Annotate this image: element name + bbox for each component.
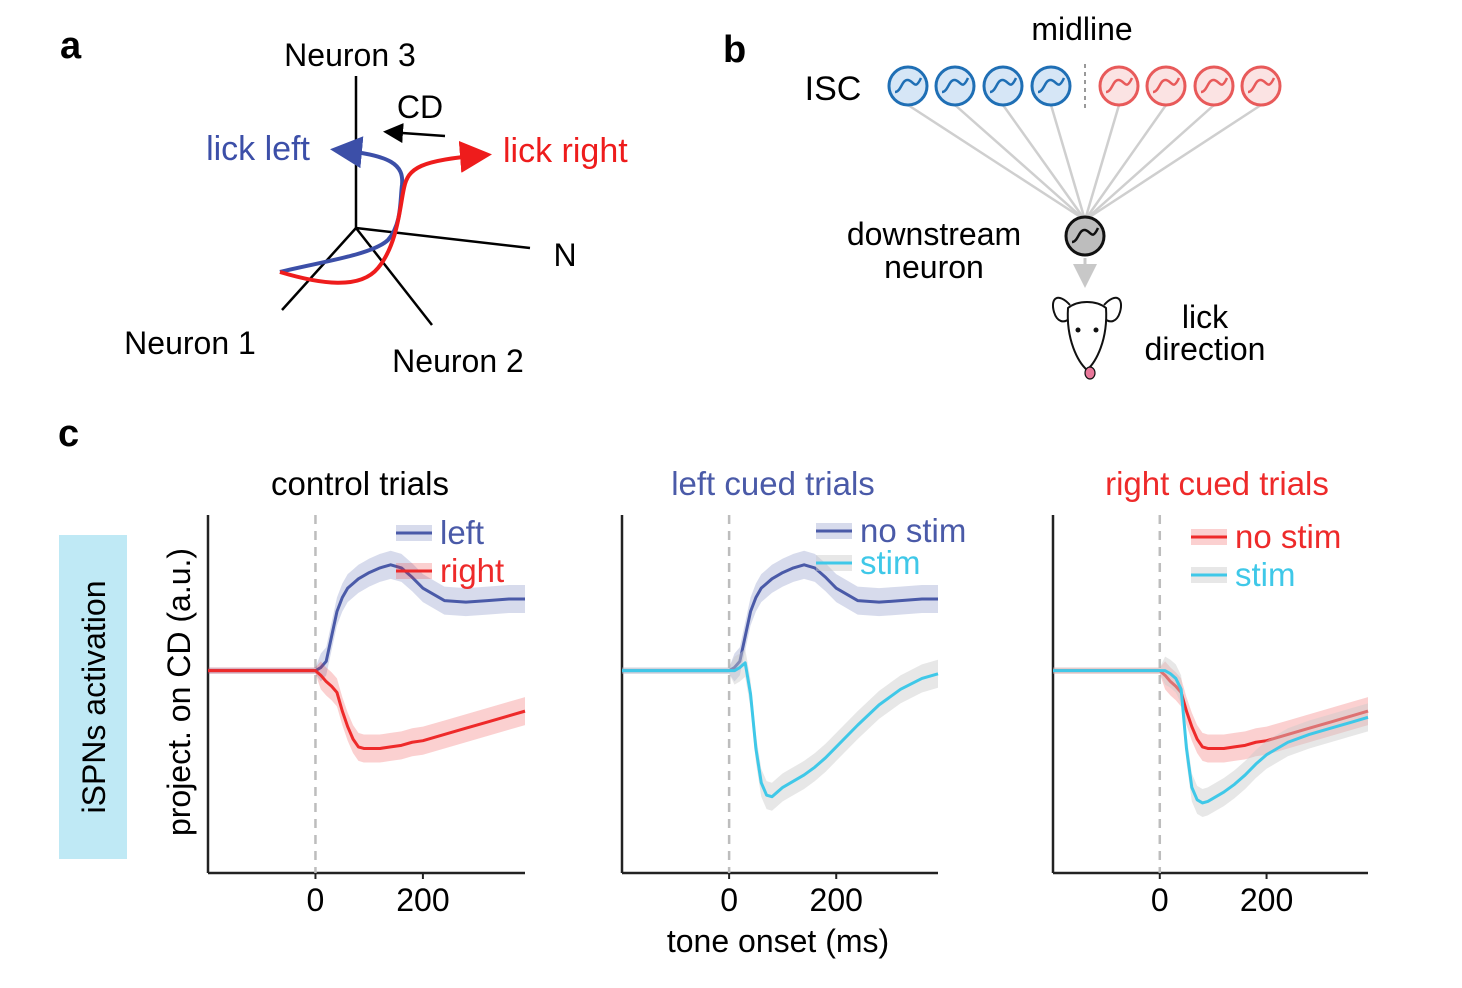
x-tick-label: 200 <box>396 882 449 918</box>
isc-label: ISC <box>805 70 862 108</box>
unit-activation-curve <box>1105 77 1134 94</box>
panel-b-label: b <box>723 29 746 71</box>
neuron1-axis <box>281 227 357 311</box>
x-tick-label: 200 <box>1240 882 1293 918</box>
neuron2-axis <box>355 227 433 326</box>
lick-right-trajectory <box>279 140 492 285</box>
panel-c-label: c <box>58 413 79 455</box>
unit-activation-curve <box>1152 77 1181 94</box>
chart-title: control trials <box>271 465 449 502</box>
x-tick-label: 0 <box>307 882 325 918</box>
unit-activation-curve <box>941 77 970 94</box>
connection-line <box>1083 104 1168 221</box>
unit-activation-curve <box>989 77 1018 94</box>
right-isc-unit <box>1240 65 1282 107</box>
n-label: N <box>553 237 576 273</box>
connections <box>907 103 1262 222</box>
connection-line <box>1083 104 1121 221</box>
neuron1-label: Neuron 1 <box>124 325 256 361</box>
series-sem-band <box>622 550 938 682</box>
connection-line <box>1049 104 1087 221</box>
right-isc-unit <box>1145 65 1187 107</box>
connection-line <box>1001 104 1087 221</box>
cd-label: CD <box>397 89 443 125</box>
mouse-icon <box>1052 296 1122 380</box>
connection-line <box>907 103 1086 222</box>
series-sem-band <box>1053 661 1368 763</box>
downstream-label-1: downstream <box>847 216 1021 252</box>
lick-right-label: lick right <box>503 132 628 170</box>
x-tick-label: 0 <box>1151 882 1169 918</box>
series-sem-band <box>622 648 938 811</box>
series-line <box>1053 669 1369 805</box>
ispns-activation-label: iSPNs activation <box>76 581 112 814</box>
lick-left-trajectory <box>279 136 405 274</box>
legend-label: left <box>440 514 484 551</box>
y-axis-label: project. on CD (a.u.) <box>161 548 197 836</box>
connection-line <box>1084 103 1262 222</box>
series-sem-band <box>208 550 525 682</box>
connection-line <box>954 104 1086 221</box>
neuron3-label: Neuron 3 <box>284 37 416 73</box>
cd-arrow <box>383 123 446 144</box>
right-isc-unit <box>1098 65 1140 107</box>
downstream-neuron-curve <box>1071 227 1100 244</box>
lick-direction-label-2: direction <box>1145 331 1266 367</box>
neuron2-label: Neuron 2 <box>392 343 524 379</box>
series-line <box>208 669 526 750</box>
unit-activation-curve <box>1247 77 1276 94</box>
unit-activation-curve <box>894 77 923 94</box>
ispns-activation-box <box>59 535 127 859</box>
series-line <box>622 661 939 799</box>
series-sem-band <box>208 661 525 763</box>
panel-c: c iSPNs activation project. on CD (a.u.)… <box>58 413 1369 959</box>
panel-a: a Neuron 3 CD lick left lick right N Neu… <box>60 25 628 379</box>
chart-title: left cued trials <box>671 465 875 502</box>
lick-direction-label-1: lick <box>1182 299 1229 335</box>
legend-label: right <box>440 552 504 589</box>
legend-label: stim <box>1235 556 1296 593</box>
x-axis-label: tone onset (ms) <box>667 923 889 959</box>
right-isc-unit <box>1193 65 1235 107</box>
lick-left-label: lick left <box>206 130 310 168</box>
isc-units <box>887 65 1282 107</box>
downstream-neuron <box>1064 215 1106 257</box>
left-isc-unit <box>934 65 976 107</box>
legend-label: no stim <box>860 512 966 549</box>
x-tick-label: 200 <box>810 882 863 918</box>
chart-title: right cued trials <box>1105 465 1329 502</box>
n-axis <box>355 226 531 250</box>
downstream-label-2: neuron <box>884 249 984 285</box>
left-isc-unit <box>982 65 1024 107</box>
legend-label: stim <box>860 544 921 581</box>
legend-label: no stim <box>1235 518 1341 555</box>
unit-activation-curve <box>1200 77 1229 94</box>
panel-a-label: a <box>60 25 82 67</box>
panel-b: b midline ISC downstream neuron lick dir… <box>723 11 1282 380</box>
connection-line <box>1084 104 1215 221</box>
midline-label: midline <box>1031 11 1132 47</box>
left-isc-unit <box>887 65 929 107</box>
left-isc-unit <box>1030 65 1072 107</box>
x-tick-label: 0 <box>720 882 738 918</box>
unit-activation-curve <box>1037 77 1066 94</box>
